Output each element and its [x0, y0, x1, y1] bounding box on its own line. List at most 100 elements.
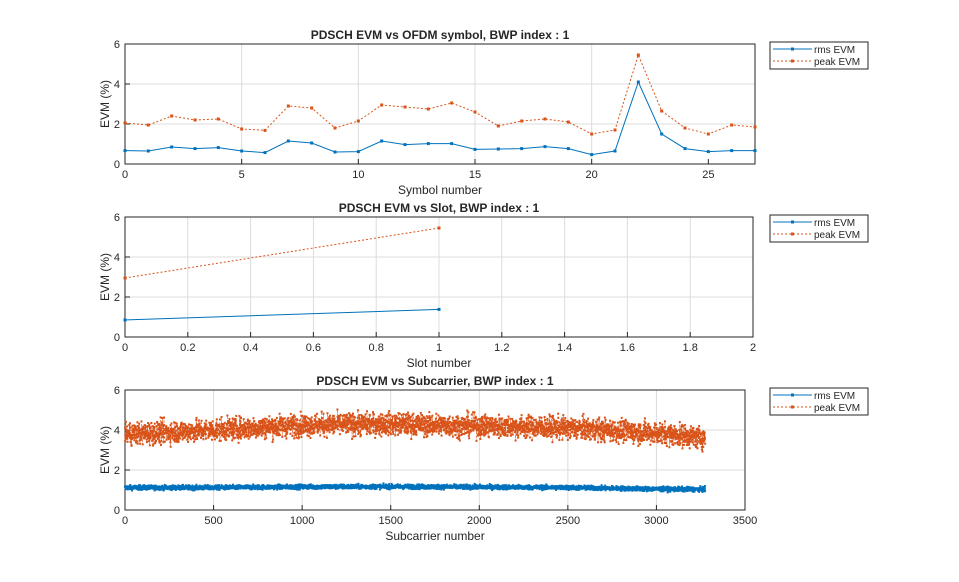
- data-point: [295, 434, 297, 436]
- data-point: [264, 129, 267, 132]
- data-point: [258, 433, 260, 435]
- data-point: [324, 422, 326, 424]
- data-point: [134, 437, 136, 439]
- data-point: [321, 411, 323, 413]
- data-point: [266, 418, 268, 420]
- data-point: [360, 434, 362, 436]
- data-point: [276, 434, 278, 436]
- data-point: [140, 437, 142, 439]
- data-point: [163, 417, 165, 419]
- data-point: [146, 432, 148, 434]
- data-point: [373, 432, 375, 434]
- x-tick-label: 0.4: [243, 342, 258, 354]
- data-point: [243, 432, 245, 434]
- data-point: [450, 142, 453, 145]
- data-point: [165, 425, 167, 427]
- data-point: [212, 420, 214, 422]
- data-point: [129, 441, 131, 443]
- data-point: [150, 436, 152, 438]
- data-point: [520, 147, 523, 150]
- data-point: [179, 429, 181, 431]
- data-point: [293, 437, 295, 439]
- data-point: [230, 426, 232, 428]
- data-point: [315, 415, 317, 417]
- data-point: [302, 420, 304, 422]
- data-point: [294, 416, 296, 418]
- x-axis-label: Subcarrier number: [385, 529, 484, 543]
- x-tick-label: 20: [586, 169, 598, 181]
- y-tick-label: 4: [114, 425, 120, 437]
- data-point: [354, 417, 356, 419]
- data-point: [342, 418, 344, 420]
- data-point: [137, 425, 139, 427]
- data-point: [345, 422, 347, 424]
- data-point: [195, 419, 197, 421]
- data-point: [331, 417, 333, 419]
- data-point: [220, 440, 222, 442]
- data-point: [142, 443, 144, 445]
- data-point: [317, 427, 319, 429]
- data-point: [427, 142, 430, 145]
- data-point: [271, 425, 273, 427]
- data-point: [380, 140, 383, 143]
- data-point: [291, 435, 293, 437]
- data-point: [276, 429, 278, 431]
- data-point: [188, 423, 190, 425]
- data-point: [247, 419, 249, 421]
- data-point: [474, 111, 477, 114]
- data-point: [201, 420, 203, 422]
- data-point: [147, 124, 150, 127]
- chart-title: PDSCH EVM vs OFDM symbol, BWP index : 1: [311, 28, 570, 42]
- data-point: [329, 415, 331, 417]
- data-point: [323, 436, 325, 438]
- plot-area: [125, 390, 745, 510]
- data-point: [754, 149, 757, 152]
- y-tick-label: 0: [114, 505, 120, 517]
- data-point: [149, 444, 151, 446]
- data-point: [162, 433, 164, 435]
- data-point: [205, 424, 207, 426]
- data-point: [135, 426, 137, 428]
- data-point: [311, 421, 313, 423]
- data-point: [309, 437, 311, 439]
- data-point: [140, 420, 142, 422]
- x-tick-label: 1.8: [683, 342, 698, 354]
- data-point: [361, 415, 363, 417]
- data-point: [197, 426, 199, 428]
- data-point: [357, 150, 360, 153]
- data-point: [235, 415, 237, 417]
- data-point: [198, 433, 200, 435]
- data-point: [298, 436, 300, 438]
- data-point: [274, 420, 276, 422]
- data-point: [190, 438, 192, 440]
- data-point: [389, 414, 391, 416]
- y-tick-label: 2: [114, 119, 120, 131]
- data-point: [392, 433, 394, 435]
- data-point: [290, 413, 292, 415]
- data-point: [286, 431, 288, 433]
- data-point: [226, 414, 228, 416]
- data-point: [380, 436, 382, 438]
- data-point: [179, 437, 181, 439]
- data-point: [245, 430, 247, 432]
- data-point: [186, 439, 188, 441]
- data-point: [144, 424, 146, 426]
- data-point: [212, 427, 214, 429]
- data-point: [169, 436, 171, 438]
- data-point: [233, 431, 235, 433]
- data-point: [356, 422, 358, 424]
- data-point: [176, 423, 178, 425]
- data-point: [365, 413, 367, 415]
- data-point: [388, 412, 390, 414]
- data-point: [326, 437, 328, 439]
- data-point: [660, 133, 663, 136]
- data-point: [497, 148, 500, 151]
- data-point: [281, 420, 283, 422]
- data-point: [300, 436, 302, 438]
- x-tick-label: 0.2: [180, 342, 195, 354]
- data-point: [220, 431, 222, 433]
- data-point: [298, 423, 300, 425]
- data-point: [169, 434, 171, 436]
- data-point: [369, 415, 371, 417]
